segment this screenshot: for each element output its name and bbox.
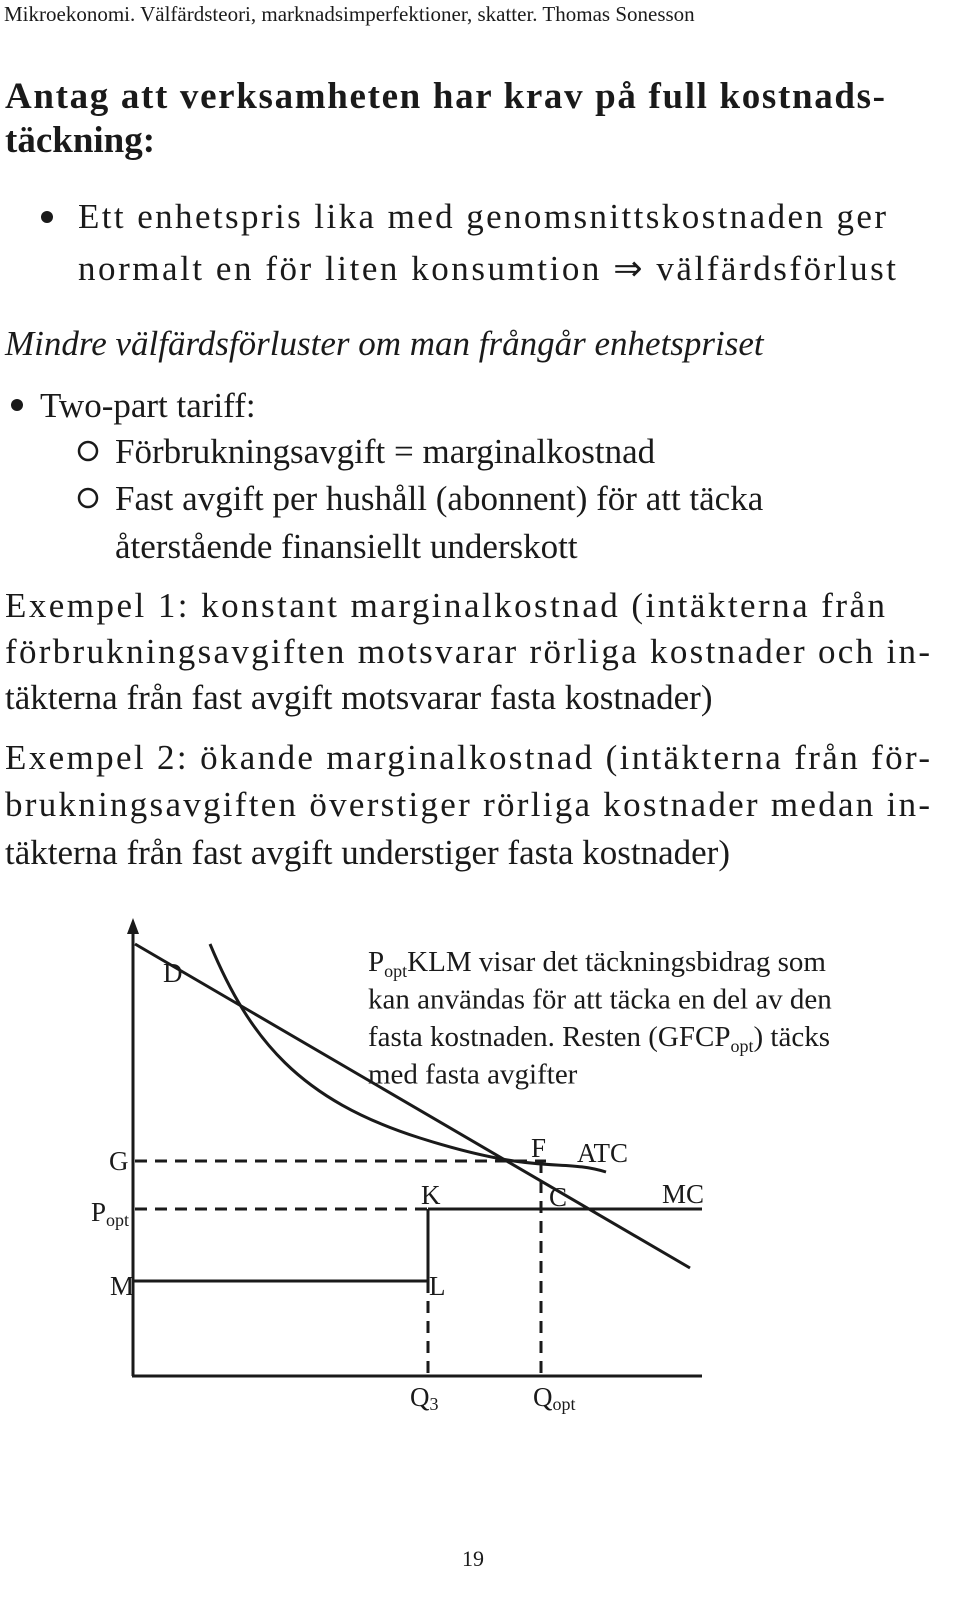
bullet-line: Ett enhetspris lika med genomsnittskostn…	[78, 197, 886, 236]
label-sub: 3	[430, 1394, 439, 1414]
bullet	[41, 211, 53, 223]
diagram-label: Q3	[410, 1382, 439, 1414]
diagram-label: M	[110, 1271, 134, 1301]
axis-arrow	[127, 918, 139, 934]
diagram-label: F	[531, 1133, 546, 1163]
annotation-sub: opt	[730, 1036, 753, 1056]
bullet	[11, 399, 23, 411]
page-number: 19	[462, 1546, 484, 1571]
label-sub: opt	[553, 1394, 576, 1414]
example-line: Exempel 1: konstant marginalkostnad (int…	[5, 586, 885, 625]
example-line: täkterna från fast avgift understiger fa…	[5, 833, 730, 872]
bullet-text: Two-part tariff:	[40, 386, 256, 425]
annotation-line: fasta kostnaden. Resten (GFCPopt) täcks	[368, 1021, 830, 1056]
diagram-label: L	[429, 1271, 446, 1301]
diagram-label: D	[163, 958, 183, 988]
demand-curve	[134, 942, 691, 1270]
annotation-line: med fasta avgifter	[368, 1059, 578, 1091]
label-base: Q	[533, 1382, 553, 1412]
heading-line: täckning:	[5, 120, 155, 161]
diagram-label: ATC	[577, 1138, 628, 1168]
example-line: förbrukningsavgiften motsvarar rörliga k…	[5, 632, 930, 671]
note: Mindre välfärdsförluster om man frångår …	[4, 324, 765, 363]
diagram-label: Qopt	[533, 1382, 576, 1414]
diagram-label: K	[421, 1180, 441, 1210]
diagram-label: Popt	[91, 1197, 129, 1230]
sub-item-line: Förbrukningsavgift = marginalkostnad	[115, 432, 656, 471]
atc-curve	[208, 943, 607, 1174]
annotation-line: PoptKLM visar det täckningsbidrag som	[368, 946, 826, 981]
diagram: D G Popt M K L F C ATC MC Q3 Qopt PoptKL…	[91, 918, 832, 1414]
bullet-line: normalt en för liten konsumtion ⇒ välfär…	[78, 249, 896, 288]
annotation: PoptKLM visar det täckningsbidrag somkan…	[368, 946, 832, 1091]
annotation-text: ) täcks	[753, 1021, 830, 1053]
diagram-label: G	[109, 1146, 129, 1176]
diagram-label: MC	[662, 1179, 704, 1209]
heading-line: Antag att verksamheten har krav på full …	[5, 76, 885, 117]
annotation-sub: opt	[384, 961, 407, 981]
label-base: P	[91, 1197, 106, 1227]
label-base: Q	[410, 1382, 430, 1412]
annotation-text: med fasta avgifter	[368, 1059, 578, 1091]
label-sub: opt	[106, 1210, 129, 1230]
header: Mikroekonomi. Välfärdsteori, marknadsimp…	[4, 2, 695, 26]
example-line: Exempel 2: ökande marginalkostnad (intäk…	[5, 738, 930, 777]
sub-item-line: Fast avgift per hushåll (abonnent) för a…	[115, 479, 764, 518]
example-line: täkterna från fast avgift motsvarar fast…	[5, 678, 712, 717]
sub-item-line: återstående finansiellt underskott	[115, 527, 578, 566]
sub-bullet	[77, 440, 99, 462]
annotation-text: KLM visar det täckningsbidrag som	[407, 946, 826, 978]
annotation-line: kan användas för att täcka en del av den	[368, 984, 832, 1016]
annotation-text: kan användas för att täcka en del av den	[368, 984, 832, 1016]
example-line: brukningsavgiften överstiger rörliga kos…	[5, 785, 930, 824]
annotation-text: fasta kostnaden. Resten (GFCP	[368, 1021, 730, 1053]
sub-bullet	[77, 487, 99, 509]
annotation-text: P	[368, 946, 384, 978]
diagram-label: C	[549, 1182, 567, 1212]
